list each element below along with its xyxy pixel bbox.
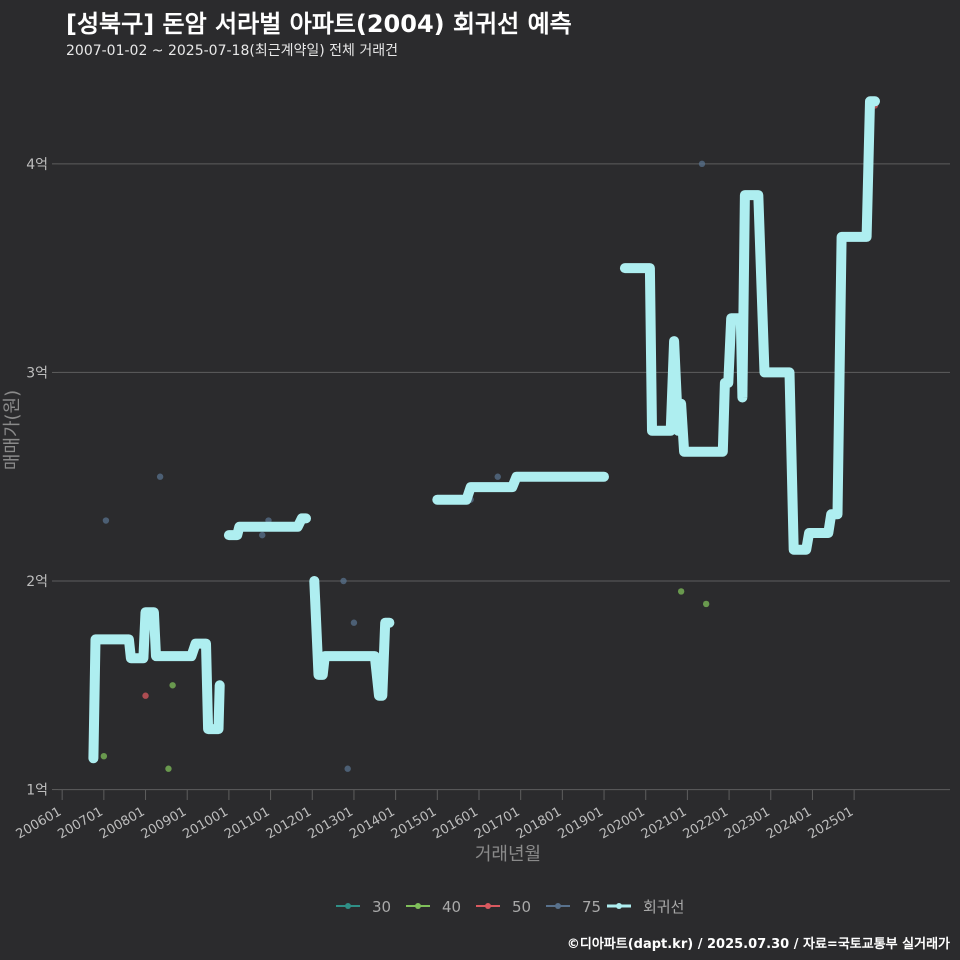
chart-subtitle: 2007-01-02 ~ 2025-07-18(최근계약일) 전체 거래건 — [66, 43, 398, 59]
legend-item-s50[interactable]: 50 — [476, 898, 531, 916]
point-size-40 — [702, 600, 710, 608]
y-axis-title: 매매가(원) — [2, 390, 23, 470]
chart-title: [성북구] 돈암 서라벌 아파트(2004) 회귀선 예측 — [66, 10, 572, 38]
legend-item-s75[interactable]: 75 — [546, 898, 601, 916]
x-tick-label: 201101 — [222, 804, 272, 842]
legend-key-dot — [345, 903, 351, 909]
regression-line — [619, 96, 880, 555]
y-tick-label: 4억 — [26, 157, 48, 173]
x-tick-label: 202301 — [722, 804, 772, 842]
y-tick-label: 1억 — [26, 783, 48, 799]
regression-line-layer — [88, 96, 880, 764]
legend-label: 회귀선 — [643, 898, 684, 916]
legend-key-dot — [555, 903, 561, 909]
point-size-75 — [259, 531, 266, 539]
point-size-40 — [100, 753, 108, 760]
legend-item-regression[interactable]: 회귀선 — [607, 898, 684, 916]
x-tick-label: 201201 — [264, 804, 314, 842]
regression-line — [88, 607, 225, 764]
regression-line — [309, 576, 395, 701]
y-tick-label: 3억 — [26, 365, 48, 381]
legend-key-dot — [616, 903, 622, 909]
point-size-40 — [677, 588, 685, 595]
point-size-40 — [165, 765, 172, 772]
x-tick-label: 202501 — [806, 804, 856, 842]
source-caption: ©디아파트(dapt.kr) / 2025.07.30 / 자료=국토교통부 실… — [566, 937, 950, 952]
x-tick-label: 201601 — [431, 804, 481, 842]
point-size-50 — [142, 692, 149, 699]
x-tick-label: 200801 — [97, 804, 147, 842]
x-axis-title: 거래년월 — [475, 844, 541, 865]
x-tick-label: 202201 — [681, 804, 731, 842]
x-tick-label: 200701 — [55, 804, 105, 842]
x-tick-label: 201501 — [389, 804, 439, 842]
legend-key-dot — [415, 903, 421, 909]
x-tick-label: 201901 — [556, 804, 606, 842]
x-tick-label: 201301 — [305, 804, 355, 842]
point-size-75 — [494, 473, 501, 480]
point-size-75 — [698, 160, 706, 168]
legend-key-dot — [485, 903, 491, 909]
x-tick-label: 201701 — [472, 804, 522, 842]
point-size-75 — [156, 473, 164, 480]
grid-layer — [58, 163, 950, 791]
point-size-75 — [350, 619, 358, 626]
point-size-40 — [169, 682, 176, 689]
legend-label: 40 — [442, 898, 461, 916]
regression-line — [432, 471, 609, 505]
regression-line — [223, 513, 311, 541]
point-size-75 — [344, 765, 351, 772]
legend-item-s40[interactable]: 40 — [406, 898, 461, 916]
legend-item-s30[interactable]: 30 — [336, 898, 391, 916]
y-axis-ticks: 1억 2억 3억 4억 — [26, 157, 58, 799]
legend-label: 75 — [582, 898, 601, 916]
x-tick-label: 201401 — [347, 804, 397, 842]
legend: 30 40 50 75 회귀선 — [336, 898, 684, 916]
legend-label: 50 — [512, 898, 531, 916]
x-tick-label: 200601 — [14, 804, 64, 842]
x-tick-label: 201001 — [180, 804, 230, 842]
x-tick-label: 202001 — [597, 804, 647, 842]
x-tick-label: 201801 — [514, 804, 564, 842]
point-size-75 — [102, 517, 110, 524]
x-tick-label: 202401 — [764, 804, 814, 842]
x-tick-label: 200901 — [139, 804, 189, 842]
x-tick-label: 202101 — [639, 804, 689, 842]
legend-label: 30 — [372, 898, 391, 916]
y-tick-label: 2억 — [26, 574, 48, 590]
point-size-75 — [340, 577, 347, 585]
x-axis-ticks: 2006012007012008012009012010012011012012… — [14, 790, 856, 842]
